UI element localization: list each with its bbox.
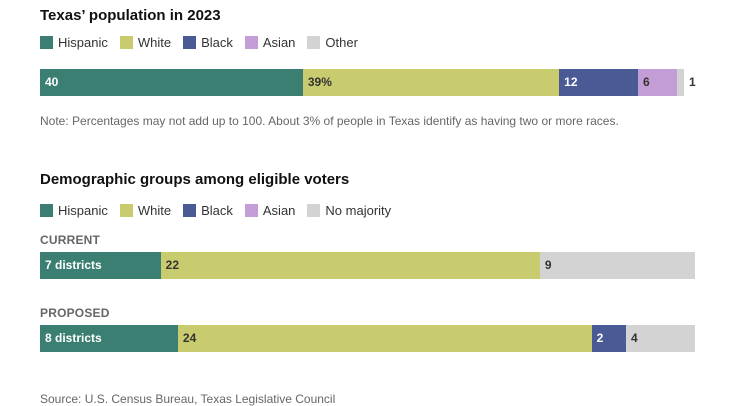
proposed-bar: 8 districts 24 2 4 — [40, 325, 695, 352]
legend-swatch-other — [307, 36, 321, 49]
legend-label-white: White — [137, 35, 172, 50]
population-segment-white — [302, 69, 560, 96]
population-label-hispanic: 40 — [45, 75, 59, 89]
legend-label-hispanic: Hispanic — [58, 203, 108, 218]
population-note: Note: Percentages may not add up to 100.… — [40, 114, 619, 128]
population-label-asian: 6 — [643, 75, 650, 89]
legend-label-no-majority: No majority — [325, 203, 392, 218]
current-segment-other — [539, 252, 695, 279]
chart1-title: Texas’ population in 2023 — [40, 7, 221, 24]
legend-item-asian: Asian — [244, 35, 296, 50]
proposed-segment-white — [177, 325, 592, 352]
current-bar: 7 districts 22 9 — [40, 252, 695, 279]
legend-label-black: Black — [201, 35, 233, 50]
legend-label-black: Black — [201, 203, 233, 218]
legend-label-asian: Asian — [262, 203, 296, 218]
current-segment-white — [160, 252, 540, 279]
proposed-segment-other — [626, 325, 695, 352]
legend-swatch-hispanic — [40, 204, 53, 217]
legend-item-hispanic: Hispanic — [40, 203, 108, 218]
legend-item-black: Black — [183, 35, 233, 50]
legend-item-white: White — [119, 203, 172, 218]
legend-item-asian: Asian — [244, 203, 296, 218]
current-label-other: 9 — [544, 258, 552, 272]
legend-label-other: Other — [325, 35, 358, 50]
current-segment-hispanic — [40, 252, 161, 279]
legend-label-white: White — [137, 203, 172, 218]
legend-label-asian: Asian — [262, 35, 296, 50]
legend-swatch-asian — [244, 204, 258, 217]
legend-swatch-asian — [244, 36, 258, 49]
proposed-label: PROPOSED — [40, 306, 110, 320]
proposed-segment-hispanic — [40, 325, 178, 352]
proposed-segment-black — [591, 325, 627, 352]
population-bar: 40 39% 12 6 1 — [40, 69, 696, 96]
population-segment-asian — [638, 69, 678, 96]
legend-item-hispanic: Hispanic — [40, 35, 108, 50]
legend-swatch-black — [183, 36, 197, 49]
proposed-label-black: 2 — [596, 331, 604, 345]
legend-swatch-hispanic — [40, 36, 53, 49]
proposed-label-other: 4 — [631, 331, 638, 345]
population-segment-black — [559, 69, 638, 96]
current-label-white: 22 — [165, 258, 180, 272]
legend-label-hispanic: Hispanic — [58, 35, 108, 50]
population-label-other: 1 — [689, 75, 696, 89]
legend-swatch-no-majority — [307, 204, 321, 217]
source-note: Source: U.S. Census Bureau, Texas Legisl… — [40, 392, 336, 406]
legend-item-other: Other — [307, 35, 358, 50]
proposed-label-white: 24 — [182, 331, 197, 345]
current-label: CURRENT — [40, 233, 101, 247]
chart2-legend: Hispanic White Black Asian No majority — [40, 203, 403, 218]
current-label-hispanic: 7 districts — [45, 258, 102, 272]
legend-swatch-black — [183, 204, 197, 217]
population-label-white: 39% — [307, 75, 332, 89]
legend-item-no-majority: No majority — [307, 203, 391, 218]
population-segment-other — [677, 69, 684, 96]
population-label-black: 12 — [564, 75, 578, 89]
chart1-legend: Hispanic White Black Asian Other — [40, 35, 370, 50]
legend-item-white: White — [119, 35, 172, 50]
legend-swatch-white — [119, 204, 133, 217]
chart2-title: Demographic groups among eligible voters — [40, 171, 350, 188]
population-segment-hispanic — [40, 69, 303, 96]
proposed-label-hispanic: 8 districts — [45, 331, 102, 345]
legend-swatch-white — [119, 36, 133, 49]
legend-item-black: Black — [183, 203, 233, 218]
